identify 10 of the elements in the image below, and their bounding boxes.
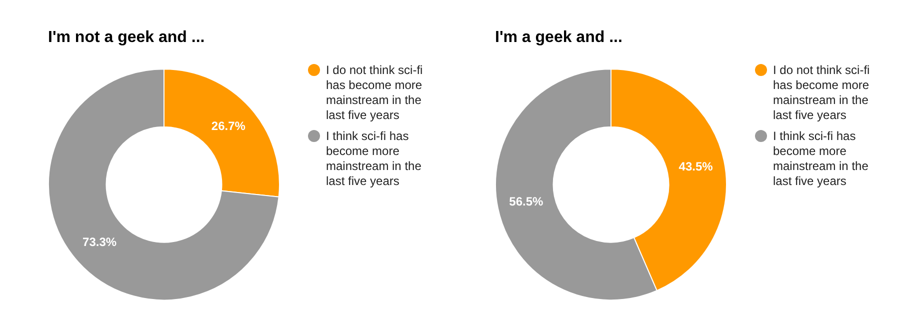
legend-label: I think sci-fi has become more mainstream in the last five years bbox=[773, 129, 870, 189]
data-label: 73.3% bbox=[82, 234, 117, 249]
chart-title: I'm not a geek and ... bbox=[48, 29, 205, 46]
data-label: 56.5% bbox=[509, 194, 544, 208]
chart-title: I'm a geek and ... bbox=[495, 29, 622, 46]
legend-label: I think sci-fi has become more mainstream in the last five years bbox=[326, 129, 422, 189]
legend-label: I do not think sci-fi has become more mainstream in the last five years bbox=[773, 63, 871, 123]
data-label: 26.7% bbox=[211, 119, 246, 134]
legend-label: I do not think sci-fi has become more mainstream in the last five years bbox=[326, 63, 424, 123]
data-label: 43.5% bbox=[678, 159, 714, 174]
